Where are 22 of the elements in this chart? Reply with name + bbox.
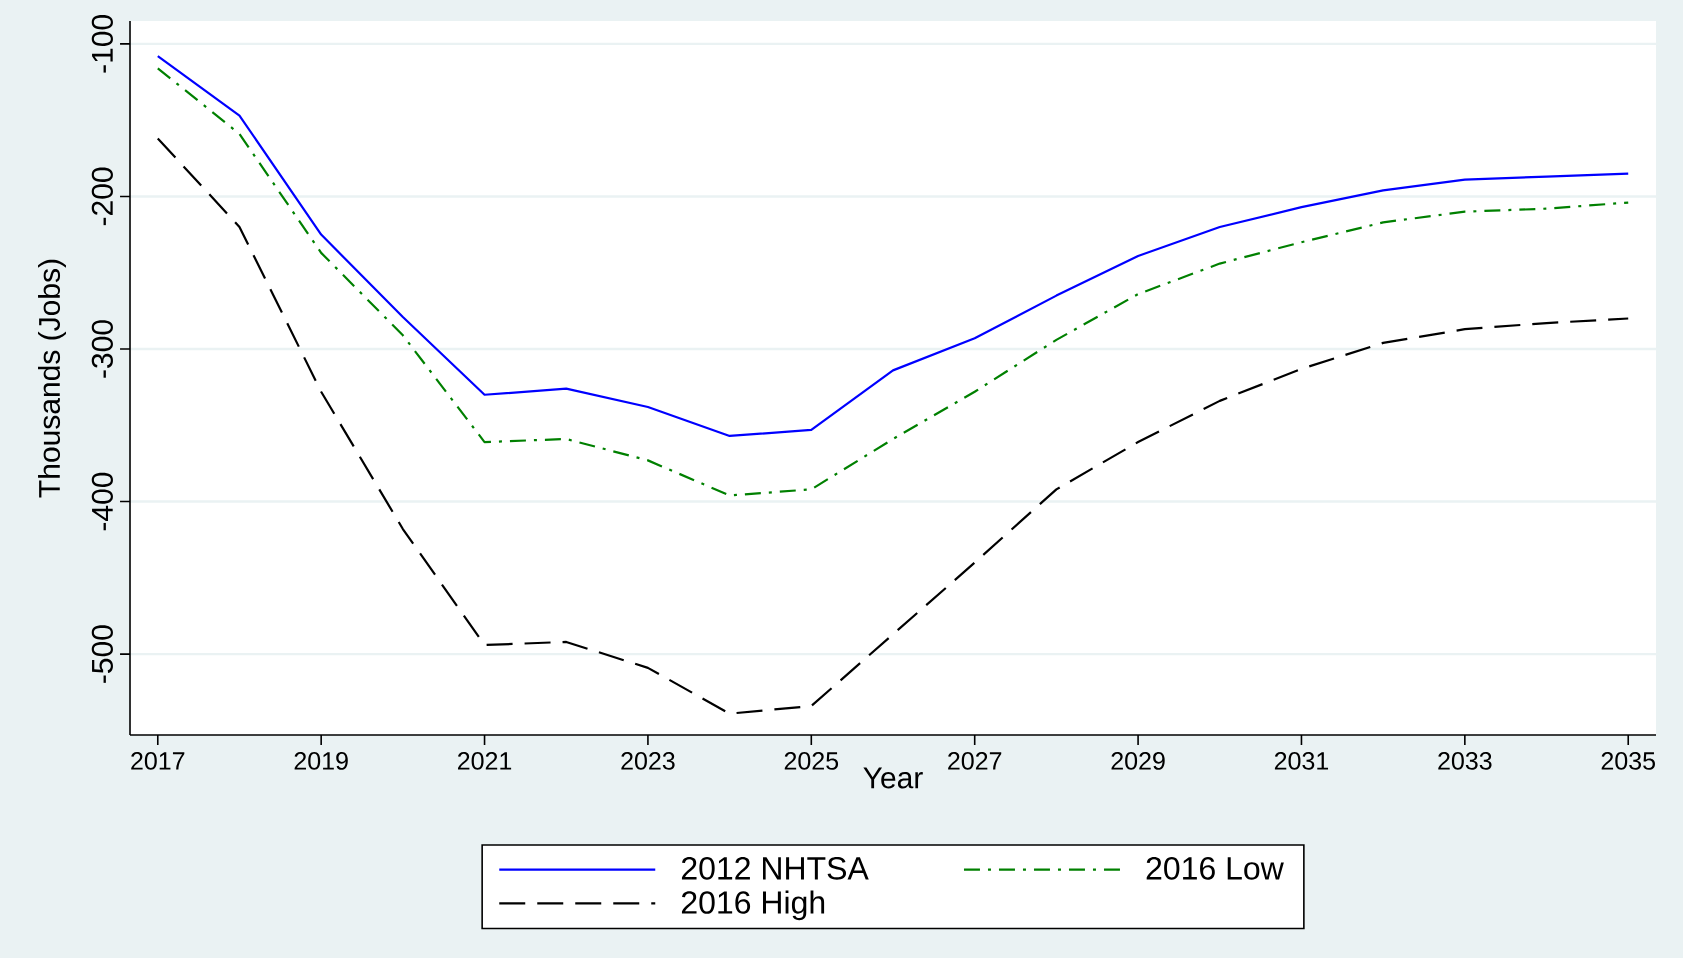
legend-label: 2016 Low	[1146, 857, 1284, 880]
x-tick-label: 2017	[131, 752, 185, 770]
x-tick-label: 2027	[948, 752, 1002, 770]
x-tick-label: 2019	[294, 752, 348, 770]
x-tick-label: 2023	[621, 752, 675, 770]
legend-label: 2012 NHTSA	[681, 857, 869, 880]
y-tick-label: -300	[91, 320, 113, 378]
y-axis-title: Thousands (Jobs)	[38, 259, 66, 498]
line-series	[156, 54, 1630, 438]
x-tick-label: 2031	[1274, 752, 1329, 770]
x-tick-label: 2021	[458, 752, 512, 770]
y-tick-label: -100	[91, 15, 113, 73]
line-series	[156, 67, 1630, 497]
y-tick-label: -200	[91, 167, 113, 226]
x-tick-label: 2033	[1438, 752, 1492, 770]
x-tick-label: 2029	[1111, 752, 1165, 770]
x-tick-label: 2025	[784, 752, 839, 770]
x-tick-label: 2035	[1601, 752, 1655, 770]
legend-label: 2016 High	[681, 890, 825, 921]
y-tick-label: -400	[91, 472, 113, 531]
y-tick-label: -500	[91, 625, 113, 683]
x-axis-title: Year	[863, 767, 923, 789]
